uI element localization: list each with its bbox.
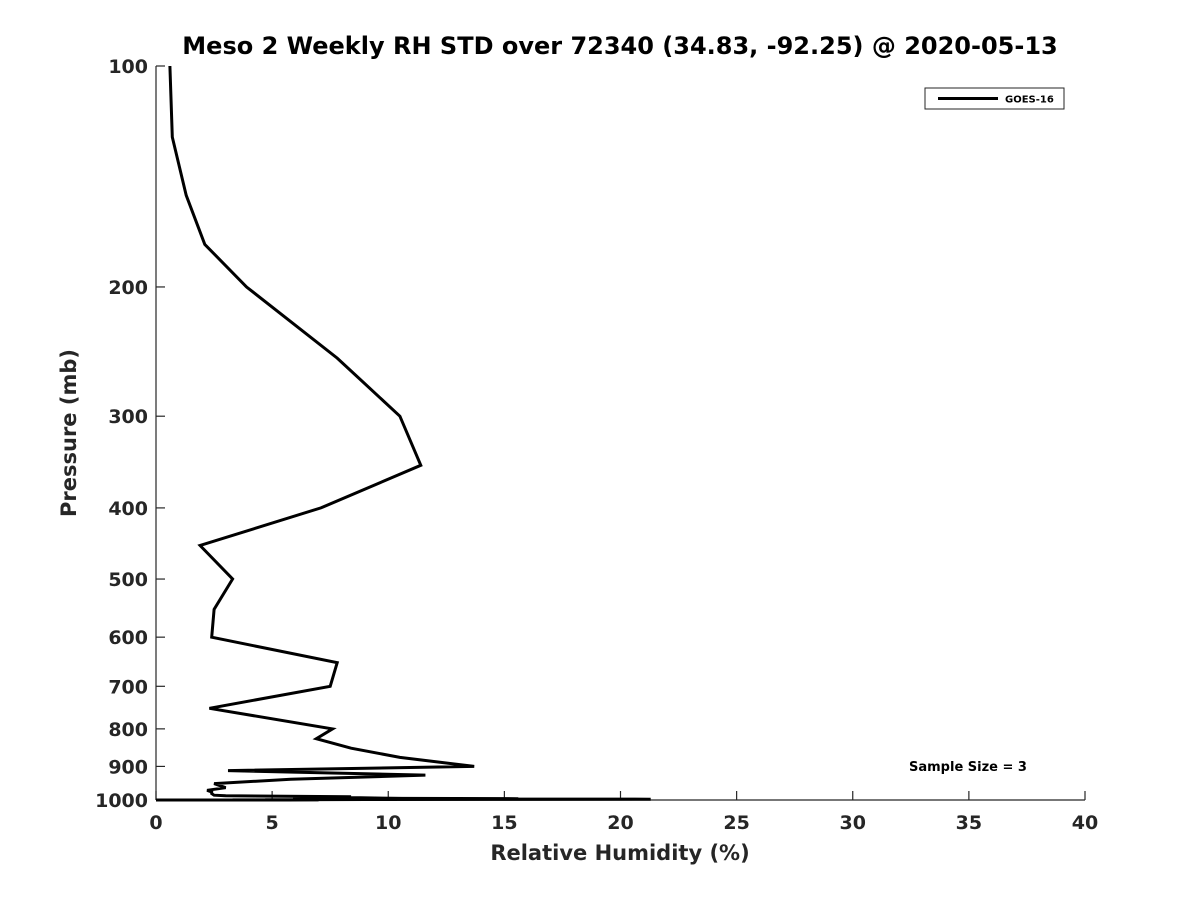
y-tick-label: 900 [108, 756, 148, 778]
series-line-goes-16 [156, 65, 651, 802]
y-ticks: 100 200 300 400 500 600 700 800 900 1000 [95, 56, 165, 812]
x-tick-label: 20 [607, 812, 633, 834]
x-tick-label: 0 [149, 812, 162, 834]
x-axis-label: Relative Humidity (%) [490, 841, 749, 865]
y-tick-label: 600 [108, 627, 148, 649]
chart-title: Meso 2 Weekly RH STD over 72340 (34.83, … [182, 32, 1057, 60]
x-tick-label: 5 [266, 812, 279, 834]
legend: GOES-16 [924, 87, 1065, 110]
x-tick-label: 10 [375, 812, 401, 834]
x-tick-label: 40 [1072, 812, 1098, 834]
y-tick-label: 300 [108, 406, 148, 428]
sample-size-annotation: Sample Size = 3 [909, 760, 1027, 775]
y-tick-label: 800 [108, 719, 148, 741]
y-tick-label: 1000 [95, 790, 148, 812]
y-tick-label: 500 [108, 569, 148, 591]
x-tick-label: 15 [491, 812, 517, 834]
x-tick-label: 30 [840, 812, 866, 834]
y-tick-label: 200 [108, 277, 148, 299]
x-tick-label: 25 [723, 812, 749, 834]
y-tick-label: 400 [108, 498, 148, 520]
y-tick-label: 700 [108, 676, 148, 698]
x-tick-label: 35 [956, 812, 982, 834]
y-tick-label: 100 [108, 56, 148, 78]
x-ticks: 0 5 10 15 20 25 30 35 40 [149, 791, 1098, 834]
legend-label: GOES-16 [1005, 95, 1054, 106]
y-axis-label: Pressure (mb) [57, 349, 81, 517]
